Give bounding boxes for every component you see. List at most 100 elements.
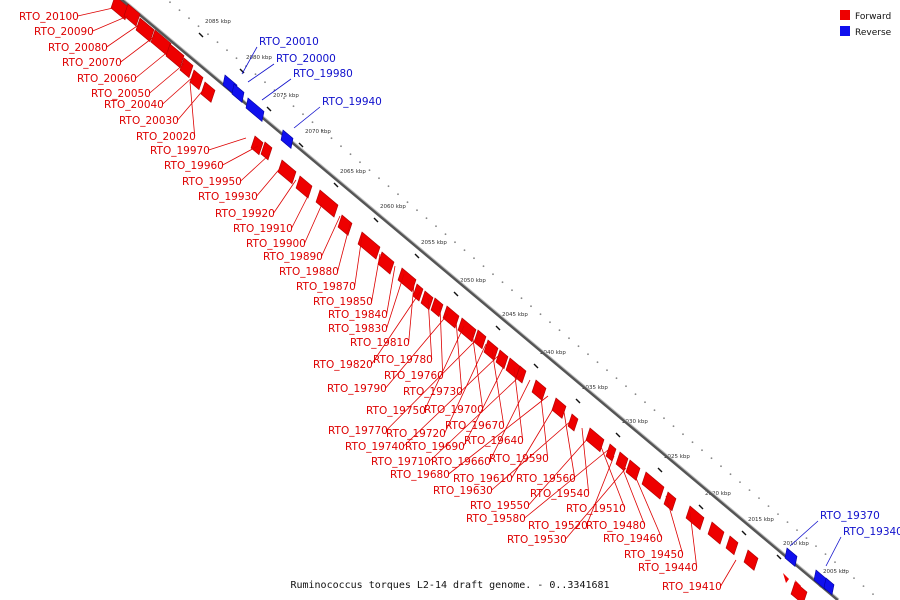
forward-label-leader [471,331,484,410]
forward-label-leader [489,379,531,462]
forward-gene-block [685,505,705,531]
scale-tick-label: 2020 kbp [705,491,731,497]
scale-dot [549,321,551,324]
scale-dot [492,273,494,276]
forward-gene-label: RTO_19690 [405,441,465,453]
forward-gene-label: RTO_20040 [104,99,164,111]
scale-tick-label: 2025 kbp [664,454,690,460]
reverse-gene-block [823,577,835,596]
scale-dot [302,113,304,116]
legend-reverse-label: Reverse [855,28,892,38]
scale-tick [575,398,581,404]
forward-gene-label: RTO_20050 [91,88,151,100]
scale-dot [368,169,371,172]
scale-tick [333,182,339,188]
forward-gene-label: RTO_19480 [586,520,646,532]
scale-dot [254,73,257,76]
scale-tick [776,554,782,560]
forward-label-leader [463,361,507,447]
forward-gene-block [725,535,739,556]
forward-gene-label: RTO_19890 [263,251,323,263]
scale-dot [463,249,466,252]
forward-label-leader [581,427,590,494]
forward-label-leader [427,297,433,360]
forward-gene-block [442,305,460,329]
forward-gene-label: RTO_19760 [384,370,444,382]
forward-gene-block [585,427,605,453]
scale-dot [501,281,504,284]
reverse-label-leader [247,63,275,83]
forward-gene-label: RTO_19610 [453,473,513,485]
forward-gene-label: RTO_20100 [19,11,79,23]
scale-dot [644,401,646,404]
scale-dot [321,129,323,132]
forward-label-leader [92,15,129,32]
scale-dot [378,177,380,180]
scale-dot [264,81,266,84]
forward-gene-label: RTO_19850 [313,296,373,308]
forward-label-leader [371,291,421,365]
scale-tick [698,504,704,510]
forward-gene-label: RTO_19640 [464,435,524,447]
scale-dot [634,393,637,396]
scale-dot [568,337,570,340]
feature-labels: RTO_20100 RTO_20090 RTO_20080 RTO_20070 RTO_… [19,11,900,593]
scale-dot [758,497,760,499]
forward-gene-label: RTO_19440 [638,562,698,574]
map-caption: Ruminococcus torques L2-14 draft genome.… [290,580,609,591]
scale-track: 2085 kbp 2080 kbp 2075 kbp 2070 kbp 2065 kbp… [169,1,874,595]
scale-dot [872,593,874,595]
forward-label-leader [539,387,549,459]
forward-gene-block [457,317,477,343]
forward-gene-label: RTO_19450 [624,549,684,561]
scale-dot [682,433,684,436]
legend: Forward Reverse [840,10,892,38]
forward-gene-label: RTO_20080 [48,42,108,54]
forward-label-leader [635,477,663,539]
scale-tick [266,106,272,112]
reverse-gene-label: RTO_20000 [276,53,336,65]
scale-dot [387,185,390,188]
forward-gene-block [397,267,417,293]
forward-label-leader [321,215,341,257]
forward-gene-block [551,397,567,419]
scale-tick [414,253,420,259]
scale-tick-label: 2040 kbp [540,350,566,356]
forward-gene-mark [783,573,789,583]
forward-label-leader [386,265,396,315]
scale-tick-label: 2060 kbp [380,204,406,210]
forward-gene-block [625,459,641,481]
forward-label-leader [386,273,405,329]
scale-dot [587,353,589,356]
forward-gene-block [505,357,521,379]
scale-dot [473,257,475,260]
scale-dot [625,385,627,388]
scale-dot [207,33,209,36]
forward-gene-label: RTO_19530 [507,534,567,546]
forward-label-leader [455,319,463,392]
forward-gene-label: RTO_19810 [350,337,410,349]
forward-label-leader [563,411,576,479]
scale-tick-label: 2085 kbp [205,19,231,25]
forward-gene-block [641,471,665,500]
forward-gene-label: RTO_19520 [528,520,588,532]
scale-dot [235,57,238,60]
forward-label-leader [524,449,609,519]
scale-dot [406,201,409,204]
scale-tick-label: 2050 kbp [460,278,486,284]
scale-dot [691,441,694,444]
scale-tick [373,217,379,223]
forward-gene-block [412,283,424,302]
scale-dot [701,449,703,452]
forward-label-leader [386,337,479,431]
forward-gene-label: RTO_19680 [390,469,450,481]
scale-tick [615,432,621,438]
forward-gene-block [531,379,547,401]
scale-dot [796,529,798,531]
forward-label-leader [304,203,323,244]
scale-dot [853,577,855,579]
scale-dot [815,545,817,547]
scale-dot [520,297,523,300]
forward-gene-label: RTO_19780 [373,354,433,366]
